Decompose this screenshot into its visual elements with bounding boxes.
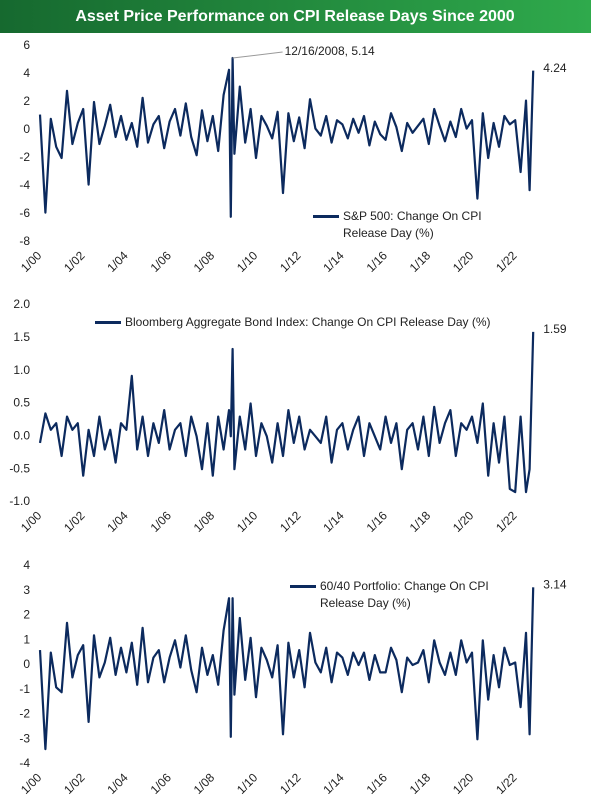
x-tick-label: 1/14 — [320, 770, 347, 797]
legend: 60/40 Portfolio: Change On CPI Release D… — [290, 578, 530, 612]
y-tick-label: 0 — [23, 122, 30, 136]
x-tick-label: 1/08 — [191, 770, 218, 797]
legend-swatch — [95, 321, 121, 324]
x-tick-label: 1/22 — [493, 508, 520, 535]
y-tick-label: 4 — [23, 66, 30, 80]
legend-label: S&P 500: Change On CPI Release Day (%) — [343, 209, 482, 240]
x-tick-label: 1/08 — [191, 508, 218, 535]
x-tick-label: 1/10 — [234, 508, 261, 535]
x-tick-label: 1/14 — [320, 508, 347, 535]
y-tick-label: 1.0 — [13, 363, 30, 377]
y-tick-label: 0.5 — [13, 396, 30, 410]
y-tick-label: 1.5 — [13, 330, 30, 344]
x-tick-label: 1/22 — [493, 248, 520, 275]
legend: S&P 500: Change On CPI Release Day (%) — [313, 208, 518, 242]
x-tick-label: 1/16 — [364, 508, 391, 535]
y-tick-label: -2 — [19, 707, 30, 721]
x-tick-label: 1/02 — [61, 248, 88, 275]
y-tick-label: -8 — [19, 234, 30, 248]
y-tick-label: -1 — [19, 682, 30, 696]
x-tick-label: 1/20 — [450, 770, 477, 797]
x-tick-label: 1/12 — [277, 770, 304, 797]
legend-swatch — [290, 585, 316, 588]
legend-label: 60/40 Portfolio: Change On CPI Release D… — [320, 579, 489, 610]
y-tick-label: -1.0 — [9, 494, 30, 508]
series-line — [38, 331, 535, 494]
x-tick-label: 1/18 — [407, 770, 434, 797]
x-tick-label: 1/12 — [277, 508, 304, 535]
y-tick-label: -6 — [19, 206, 30, 220]
x-tick-label: 1/04 — [104, 248, 131, 275]
annotation-leader — [232, 51, 283, 59]
series-line — [38, 587, 535, 751]
y-tick-label: -0.5 — [9, 461, 30, 475]
x-tick-label: 1/20 — [450, 508, 477, 535]
x-tick-label: 1/10 — [234, 770, 261, 797]
x-tick-label: 1/20 — [450, 248, 477, 275]
end-value-label: 1.59 — [543, 322, 567, 336]
y-tick-label: 2 — [23, 608, 30, 622]
page-title: Asset Price Performance on CPI Release D… — [75, 8, 514, 25]
title-banner — [0, 0, 591, 33]
y-tick-label: -2 — [19, 150, 30, 164]
y-tick-label: 0.0 — [13, 429, 30, 443]
legend: Bloomberg Aggregate Bond Index: Change O… — [95, 314, 491, 331]
y-tick-label: 2 — [23, 94, 30, 108]
x-tick-label: 1/04 — [104, 508, 131, 535]
x-tick-label: 1/02 — [61, 770, 88, 797]
x-tick-label: 1/06 — [148, 248, 175, 275]
x-tick-label: 1/18 — [407, 508, 434, 535]
y-tick-label: -4 — [19, 178, 30, 192]
x-tick-label: 1/08 — [191, 248, 218, 275]
y-tick-label: 4 — [23, 558, 30, 572]
end-value-label: 3.14 — [543, 577, 567, 591]
x-tick-label: 1/14 — [320, 248, 347, 275]
x-tick-label: 1/18 — [407, 248, 434, 275]
end-value-label: 4.24 — [543, 61, 567, 75]
y-tick-label: 1 — [23, 632, 30, 646]
x-tick-label: 1/22 — [493, 770, 520, 797]
annotation: 12/16/2008, 5.14 — [285, 44, 375, 58]
y-tick-label: 6 — [23, 38, 30, 52]
x-tick-label: 1/00 — [18, 248, 45, 275]
x-tick-label: 1/10 — [234, 248, 261, 275]
y-tick-label: -3 — [19, 731, 30, 745]
legend-swatch — [313, 215, 339, 218]
x-tick-label: 1/06 — [148, 770, 175, 797]
x-tick-label: 1/06 — [148, 508, 175, 535]
legend-label: Bloomberg Aggregate Bond Index: Change O… — [125, 315, 491, 329]
x-tick-label: 1/12 — [277, 248, 304, 275]
y-tick-label: 0 — [23, 657, 30, 671]
y-tick-label: 2.0 — [13, 297, 30, 311]
x-tick-label: 1/16 — [364, 770, 391, 797]
x-tick-label: 1/00 — [18, 770, 45, 797]
x-tick-label: 1/04 — [104, 770, 131, 797]
x-tick-label: 1/16 — [364, 248, 391, 275]
series-line — [38, 56, 535, 218]
x-tick-label: 1/02 — [61, 508, 88, 535]
x-tick-label: 1/00 — [18, 508, 45, 535]
y-tick-label: 3 — [23, 583, 30, 597]
y-tick-label: -4 — [19, 756, 30, 770]
